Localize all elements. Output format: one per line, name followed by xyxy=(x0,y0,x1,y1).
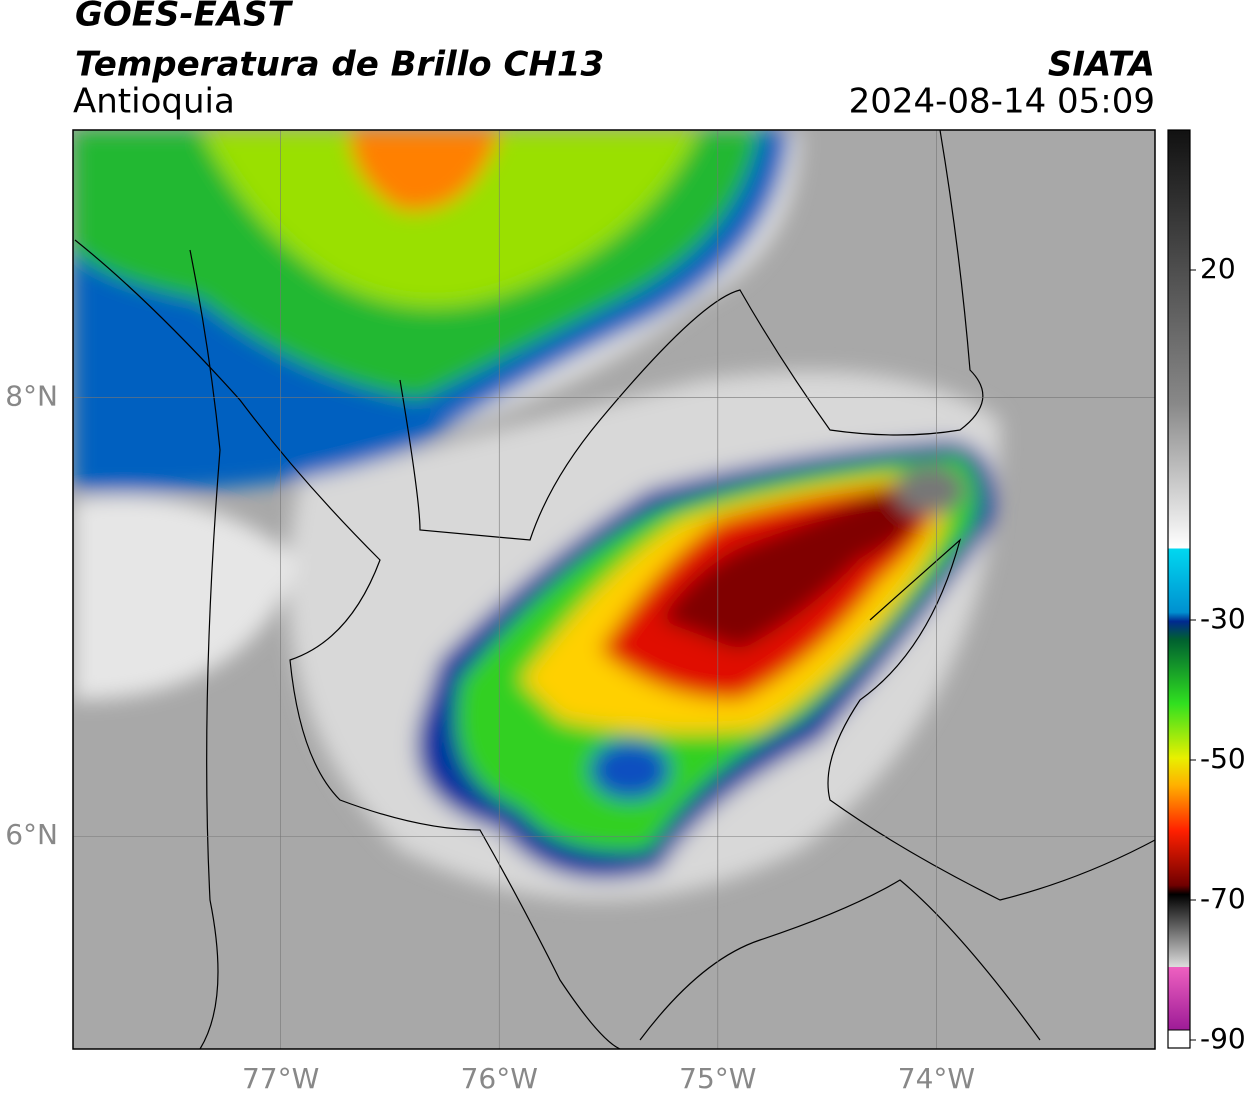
colorbar-extend xyxy=(1167,1029,1191,1049)
satellite-image xyxy=(73,130,1155,1049)
colorbar-tick-label: 20 xyxy=(1200,252,1236,285)
colorbar-tick-label: -50 xyxy=(1200,742,1246,775)
map-frame xyxy=(72,129,1156,1050)
colorbar-tick-label: -30 xyxy=(1200,602,1246,635)
lat-label: 8°N xyxy=(5,380,58,413)
source: SIATA xyxy=(1048,45,1155,85)
lon-label: 74°W xyxy=(898,1062,975,1095)
lon-label: 75°W xyxy=(679,1062,756,1095)
product: Temperatura de Brillo CH13 xyxy=(75,45,604,85)
colorbar xyxy=(1168,130,1190,1040)
datetime: 2024-08-14 05:09 xyxy=(849,82,1155,122)
colorbar-frame xyxy=(1167,129,1191,1049)
lon-label: 77°W xyxy=(242,1062,319,1095)
colorbar-tick-label: -90 xyxy=(1200,1022,1246,1055)
satellite: GOES-EAST xyxy=(75,0,294,35)
lon-label: 76°W xyxy=(461,1062,538,1095)
lat-label: 6°N xyxy=(5,818,58,851)
colorbar-tick-label: -70 xyxy=(1200,882,1246,915)
region: Antioquia xyxy=(73,82,235,122)
